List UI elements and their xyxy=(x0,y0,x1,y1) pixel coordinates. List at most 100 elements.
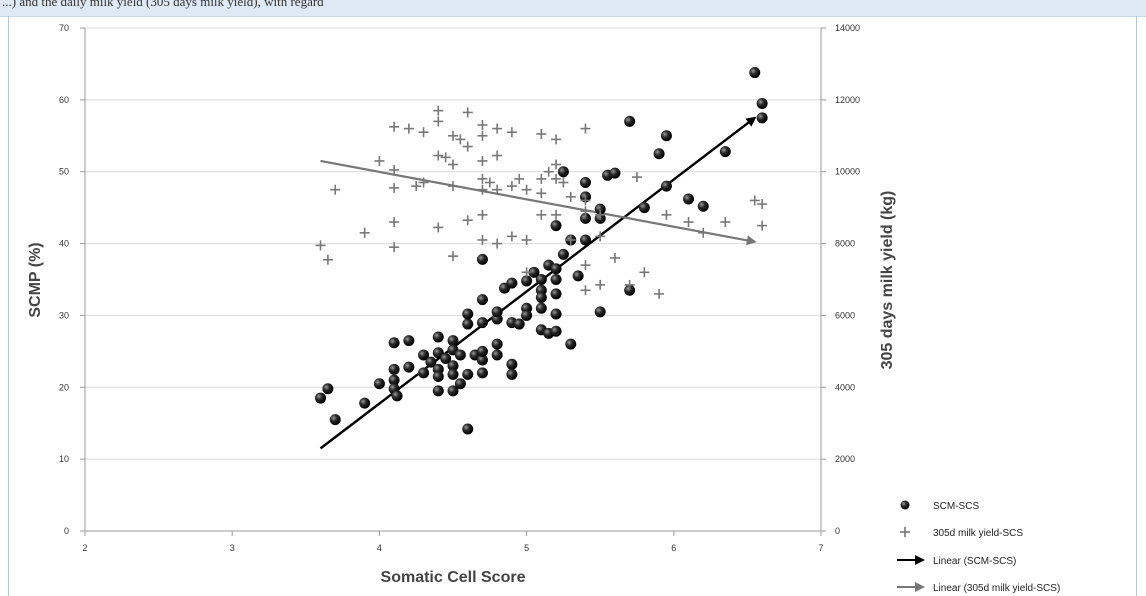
milk-yield-point xyxy=(315,240,326,251)
milk-yield-point xyxy=(477,209,488,220)
scm-scs-point xyxy=(535,291,547,303)
scm-scs-point xyxy=(535,302,547,314)
scm-scs-point xyxy=(550,288,562,300)
y2-axis-title: 305 days milk yield (kg) xyxy=(879,191,896,370)
scm-scs-point xyxy=(462,368,474,380)
legend-label: Linear (305d milk yield-SCS) xyxy=(933,583,1060,594)
scm-scs-point xyxy=(624,284,636,296)
y-tick-label: 0 xyxy=(64,526,69,536)
scm-scs-point xyxy=(557,248,569,260)
milk-yield-point xyxy=(521,267,532,278)
scm-scs-point xyxy=(683,193,695,205)
scm-scs-point xyxy=(660,130,672,142)
scm-scs-point xyxy=(476,367,488,379)
scm-scs-point xyxy=(359,397,371,409)
scm-scs-point xyxy=(462,423,474,435)
milk-yield-point xyxy=(580,206,591,217)
milk-yield-point xyxy=(389,164,400,175)
milk-yield-point xyxy=(580,260,591,271)
milk-yield-point xyxy=(624,279,635,290)
scm-scs-point xyxy=(454,349,466,361)
milk-yield-point xyxy=(477,130,488,141)
y-tick-label: 50 xyxy=(59,167,69,177)
scm-scs-point xyxy=(594,203,606,215)
scm-scs-point xyxy=(579,212,591,224)
milk-yield-point xyxy=(492,150,503,161)
milk-yield-point xyxy=(632,172,642,183)
milk-yield-point xyxy=(639,267,650,278)
milk-yield-point xyxy=(580,195,591,206)
scm-scs-point xyxy=(660,180,672,192)
frame-left-border xyxy=(8,16,9,596)
scm-scs-point xyxy=(388,363,400,375)
x-tick-label: 7 xyxy=(818,543,823,553)
milk-yield-point xyxy=(551,134,562,145)
milk-yield-point xyxy=(551,173,562,184)
scm-scs-point xyxy=(329,414,341,426)
milk-yield-point xyxy=(411,181,422,192)
milk-yield-point xyxy=(492,123,503,134)
scm-scs-point xyxy=(550,274,562,285)
x-tick-label: 5 xyxy=(524,543,529,553)
scm-scs-point xyxy=(418,349,430,361)
scm-scs-point xyxy=(447,360,459,372)
milk-yield-point xyxy=(448,159,458,170)
milk-yield-point xyxy=(683,217,694,228)
milk-yield-point xyxy=(448,130,458,141)
milk-yield-point xyxy=(536,188,547,199)
scm-scs-point xyxy=(403,335,415,347)
y-axis-title: SCMP (%) xyxy=(27,242,44,317)
scm-scs-point xyxy=(506,368,518,380)
caption-strip: ...) and the daily milk yield (305 days … xyxy=(0,0,1146,17)
scm-scs-point xyxy=(719,146,731,158)
y-tick-label: 10 xyxy=(59,454,69,464)
scm-scs-point xyxy=(322,383,334,395)
x-tick-label: 2 xyxy=(82,543,87,553)
scm-scs-point xyxy=(447,368,459,380)
milk-yield-point xyxy=(654,288,665,299)
x-tick-label: 3 xyxy=(230,543,235,553)
frame-right-border xyxy=(1136,16,1137,596)
milk-yield-point xyxy=(565,234,576,245)
scm-scs-point xyxy=(565,338,577,350)
milk-yield-point xyxy=(448,181,458,192)
scm-scs-point xyxy=(506,277,518,289)
scm-scs-point xyxy=(749,67,761,79)
milk-yield-point xyxy=(433,150,444,161)
tick-labels: 0 10 20 30 40 50 60 70 0 2000 4000 6000 8000 10000 120… xyxy=(59,23,860,553)
milk-yield-point xyxy=(580,285,591,296)
milk-yield-point xyxy=(359,227,370,238)
legend-label: 305d milk yield-SCS xyxy=(933,528,1023,539)
scm-scs-point xyxy=(476,317,488,329)
milk-yield-point xyxy=(462,215,473,226)
scm-scs-point xyxy=(373,378,385,390)
milk-yield-point xyxy=(477,184,488,195)
caption-text: ...) and the daily milk yield (305 days … xyxy=(2,0,324,9)
data-points xyxy=(315,67,768,435)
milk-yield-point xyxy=(514,173,525,184)
milk-yield-point xyxy=(433,105,444,116)
milk-yield-point xyxy=(462,107,473,118)
scm-scs-point xyxy=(476,294,488,306)
scm-scs-point xyxy=(697,200,709,212)
scm-scs-point xyxy=(594,306,606,318)
scm-scs-point xyxy=(462,308,474,320)
milk-yield-point xyxy=(565,191,576,202)
scm-scs-point xyxy=(432,385,444,397)
milk-yield-point xyxy=(698,227,709,238)
milk-yield-point xyxy=(536,209,547,220)
milk-yield-point xyxy=(433,222,444,233)
milk-yield-point xyxy=(506,181,517,192)
scm-scs-point xyxy=(638,202,650,214)
scm-scs-point xyxy=(432,371,444,383)
y-tick-label: 70 xyxy=(59,23,69,33)
y2-tick-label: 4000 xyxy=(835,382,855,392)
milk-yield-point xyxy=(492,184,503,195)
scm-scs-point xyxy=(388,374,400,386)
y-tick-label: 40 xyxy=(59,239,69,249)
scm-scs-point xyxy=(624,115,636,127)
milk-yield-point xyxy=(477,120,488,131)
milk-yield-point xyxy=(536,173,547,184)
milk-yield-point xyxy=(506,231,517,242)
